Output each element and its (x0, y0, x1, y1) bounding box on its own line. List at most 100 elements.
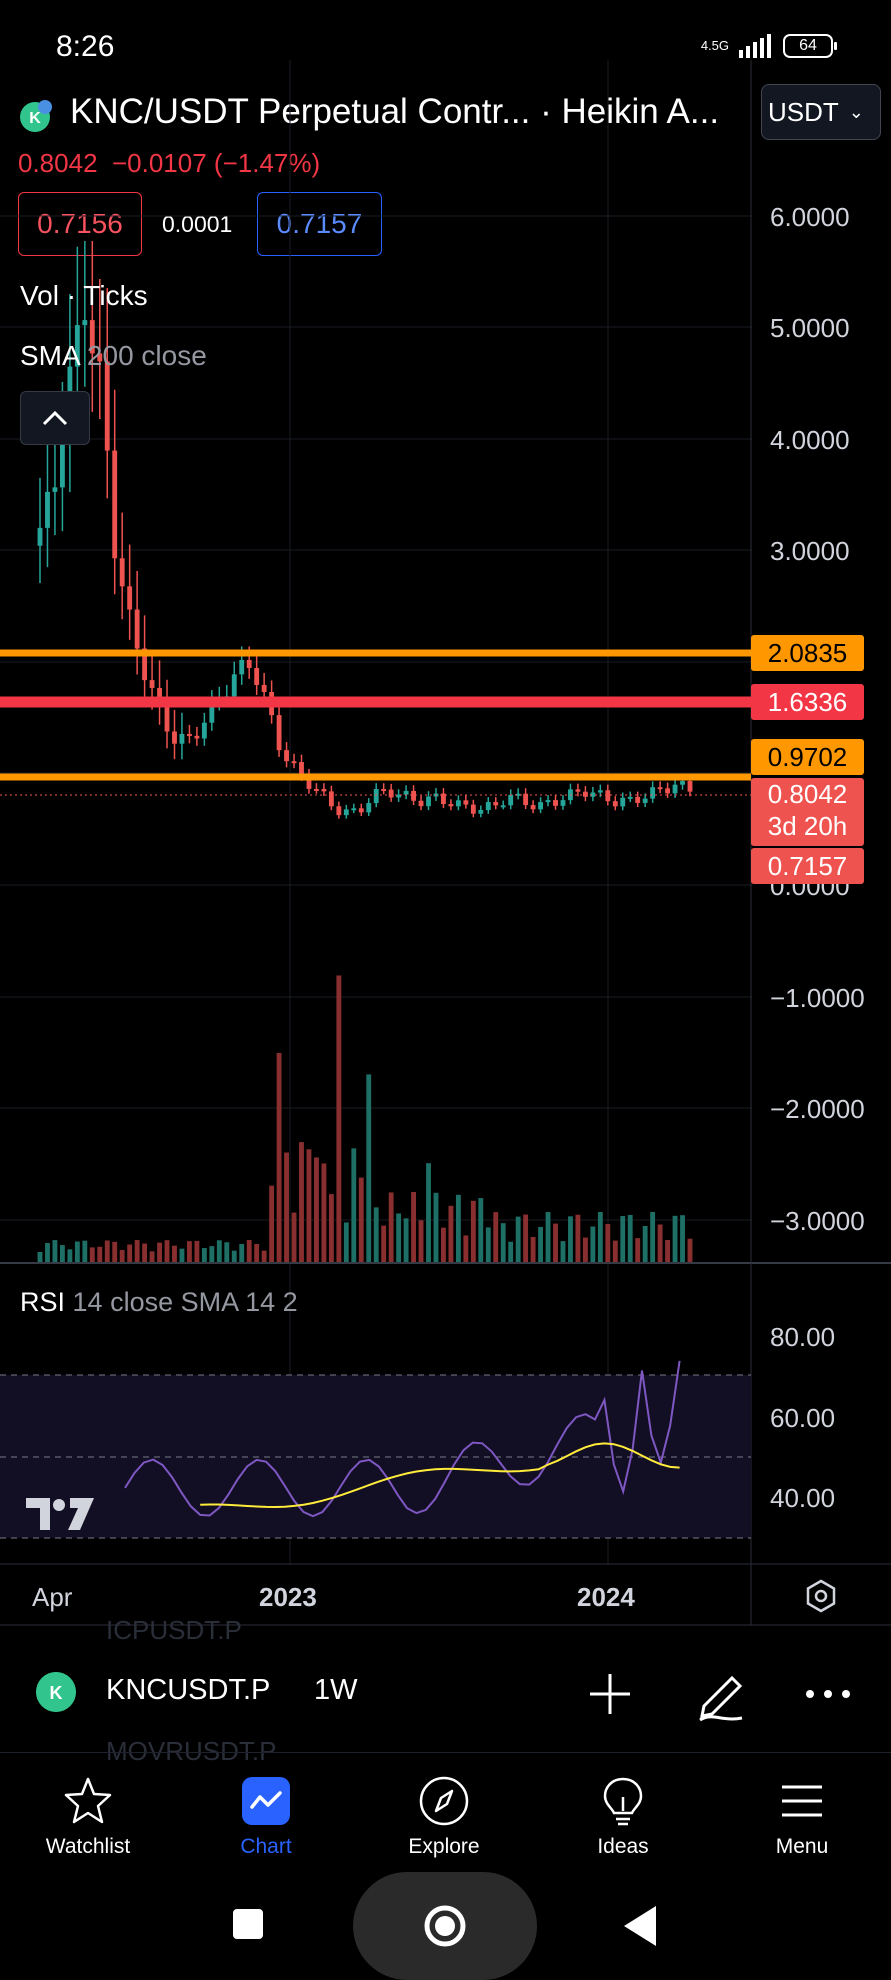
candle-body (538, 802, 544, 810)
volume-bar (104, 1240, 110, 1262)
candle-body (426, 796, 431, 807)
volume-bar (239, 1243, 245, 1262)
volume-bar (142, 1243, 148, 1262)
tab-ideas[interactable]: Ideas (553, 1753, 693, 1873)
volume-bar (500, 1223, 506, 1262)
bar-countdown: 3d 20h (767, 811, 848, 841)
volume-bar (314, 1157, 319, 1262)
rsi-indicator-label[interactable]: RSI 14 close SMA 14 2 (20, 1287, 298, 1318)
volume-bar (127, 1244, 133, 1262)
candles (37, 241, 693, 819)
candle-body (530, 805, 536, 810)
back-icon[interactable] (620, 1904, 660, 1948)
candle-body (104, 361, 110, 451)
candle-body (157, 687, 162, 705)
tradingview-logo-icon[interactable] (26, 1496, 96, 1532)
volume-bar (515, 1216, 521, 1262)
candle-body (523, 793, 529, 806)
candle-body (45, 491, 50, 528)
tab-explore[interactable]: Explore (374, 1753, 514, 1873)
chart-title[interactable]: KNC/USDT Perpetual Contr... · Heikin A..… (70, 92, 720, 131)
volume-bar (157, 1242, 162, 1262)
add-symbol-button[interactable] (582, 1666, 638, 1722)
candle-body (455, 800, 461, 807)
candle-body (149, 680, 155, 688)
volume-bar (67, 1249, 73, 1262)
volume-bar (209, 1246, 215, 1262)
volume-bar (560, 1241, 566, 1262)
interval-select[interactable]: 1W (314, 1674, 358, 1706)
price-change-value: −0.0107 (−1.47%) (111, 148, 321, 178)
buy-button[interactable]: 0.7157 (257, 192, 382, 256)
volume-bar (306, 1149, 312, 1262)
candle-body (657, 787, 663, 790)
candle-body (485, 802, 491, 811)
tab-label: Ideas (597, 1835, 649, 1858)
volume-indicator-label[interactable]: Vol · Ticks (20, 280, 148, 311)
volume-bar (485, 1227, 491, 1262)
candle-body (37, 527, 43, 546)
current-price-tag: 0.8042 3d 20h (751, 778, 864, 846)
recents-icon[interactable] (230, 1906, 266, 1942)
symbol-logo-icon: K (36, 1672, 76, 1712)
tab-menu[interactable]: Menu (732, 1753, 872, 1873)
candle-body (553, 800, 558, 806)
candle-body (687, 781, 693, 792)
volume-bar (396, 1213, 402, 1262)
candle-body (276, 715, 282, 751)
currency-select[interactable]: USDT ⌄ (761, 84, 881, 140)
candle-body (231, 674, 237, 697)
candle-body (478, 810, 484, 814)
volume-bar (284, 1152, 289, 1262)
chart-settings-icon[interactable] (803, 1578, 839, 1614)
volume-bar (172, 1245, 177, 1262)
candle-body (209, 701, 215, 723)
sma-name: SMA (20, 340, 80, 371)
candle-body (314, 788, 319, 791)
tab-label: Chart (240, 1835, 292, 1858)
volume-bar (672, 1215, 678, 1262)
candle-body (680, 781, 685, 785)
drawing-tools-button[interactable] (692, 1664, 752, 1724)
candle-body (306, 775, 312, 789)
candle-body (127, 586, 133, 610)
symbol-name[interactable]: KNCUSDT.P (106, 1674, 271, 1706)
tab-chart[interactable]: Chart (196, 1753, 336, 1873)
tab-label: Explore (408, 1835, 480, 1858)
chevron-up-icon (42, 410, 68, 426)
candle-body (328, 791, 334, 807)
candle-body (358, 808, 364, 813)
next-symbol[interactable]: MOVRUSDT.P (106, 1736, 277, 1766)
volume-bar (336, 975, 342, 1262)
price-change: 0.8042 −0.0107 (−1.47%) (18, 148, 320, 179)
candle-body (82, 320, 88, 326)
candle-body (605, 790, 611, 802)
candle-body (665, 788, 671, 794)
volume-bar (381, 1225, 387, 1262)
sell-button[interactable]: 0.7156 (18, 192, 142, 256)
candle-body (597, 790, 603, 793)
candle-body (254, 668, 260, 685)
volume-bar (455, 1194, 461, 1262)
candle-body (59, 443, 65, 488)
prev-symbol[interactable]: ICPUSDT.P (106, 1615, 242, 1645)
candle-body (194, 735, 200, 739)
volume-bar (269, 1185, 275, 1262)
volume-bar (470, 1200, 476, 1262)
main-chart[interactable] (0, 0, 891, 1630)
compass-icon (419, 1776, 469, 1826)
candle-body (246, 659, 252, 669)
candle-body (403, 790, 409, 795)
star-icon (64, 1777, 112, 1824)
volume-bar (433, 1192, 439, 1262)
candle-body (515, 793, 521, 796)
volume-bar (545, 1212, 551, 1262)
more-options-icon[interactable] (800, 1666, 856, 1722)
collapse-legend-button[interactable] (20, 391, 90, 445)
tab-watchlist[interactable]: Watchlist (18, 1753, 158, 1873)
status-time: 8:26 (56, 30, 115, 63)
candle-body (373, 788, 379, 804)
volume-bar (612, 1240, 618, 1262)
volume-bar (366, 1074, 372, 1262)
sma-indicator-label[interactable]: SMA 200 close (20, 340, 207, 372)
